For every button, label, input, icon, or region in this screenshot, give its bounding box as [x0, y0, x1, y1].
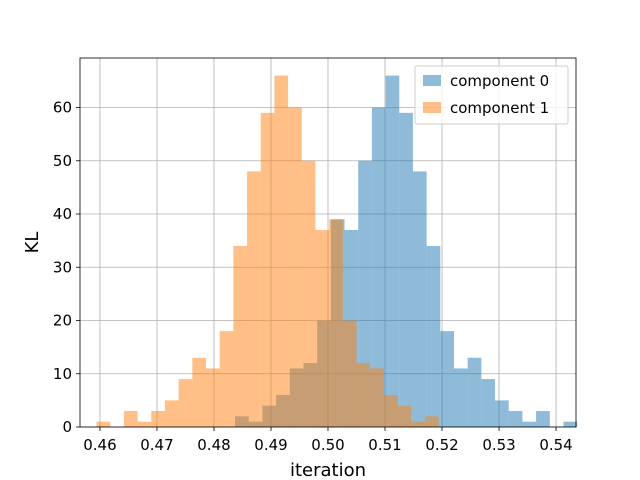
x-tick-label: 0.48 — [197, 436, 230, 454]
histogram-bar-series-1 — [137, 421, 152, 427]
histogram-bar-series-1 — [205, 368, 220, 427]
histogram-bar-series-0 — [412, 171, 427, 427]
legend-label-component-1: component 1 — [450, 99, 549, 117]
x-tick-label: 0.53 — [482, 436, 515, 454]
histogram-bar-series-0 — [385, 75, 400, 428]
histogram-bar-series-0 — [522, 421, 537, 427]
histogram-bar-series-0 — [426, 245, 441, 427]
histogram-bar-series-0 — [358, 160, 372, 427]
histogram-bar-series-1 — [164, 400, 179, 427]
x-axis-ticks: 0.46 0.47 0.48 0.49 0.50 0.51 0.52 0.53 0.54 — [83, 427, 573, 454]
x-axis-label: iteration — [290, 460, 366, 480]
legend-swatch-component-1 — [423, 102, 441, 113]
legend-swatch-component-0 — [423, 75, 441, 86]
histogram-bar-series-0 — [536, 411, 550, 427]
histogram-bar-series-0 — [440, 331, 454, 427]
histogram-bar-series-1 — [315, 229, 330, 427]
x-tick-label: 0.51 — [368, 436, 401, 454]
histogram-bar-series-1 — [123, 411, 138, 427]
y-tick-label: 60 — [53, 99, 72, 117]
x-tick-label: 0.54 — [539, 436, 572, 454]
histogram-bar-series-0 — [453, 368, 468, 427]
histogram-bar-series-1 — [260, 112, 275, 428]
y-tick-label: 40 — [53, 205, 72, 223]
y-tick-label: 30 — [53, 258, 72, 276]
histogram-bar-series-1 — [342, 320, 357, 427]
histogram-bar-series-1 — [370, 368, 384, 427]
histogram-bar-series-1 — [356, 363, 371, 427]
histogram-bar-series-1 — [247, 171, 261, 427]
histogram-bar-series-1 — [383, 395, 398, 427]
histogram-bar-series-1 — [411, 421, 425, 427]
histogram-bar-series-0 — [563, 421, 578, 427]
x-tick-label: 0.47 — [140, 436, 173, 454]
histogram-bar-series-1 — [301, 160, 316, 427]
histogram-bar-series-1 — [274, 75, 289, 428]
histogram-bar-series-1 — [424, 416, 439, 427]
x-tick-label: 0.46 — [83, 436, 116, 454]
histogram-bar-series-0 — [495, 400, 509, 427]
y-tick-label: 0 — [62, 418, 72, 436]
legend: component 0 component 1 — [414, 65, 569, 125]
legend-box — [414, 65, 569, 125]
histogram-bar-series-0 — [399, 112, 413, 428]
histogram-bar-series-1 — [219, 331, 234, 427]
y-tick-label: 10 — [53, 365, 72, 383]
histogram-bar-series-0 — [481, 379, 496, 427]
histogram-bar-series-1 — [288, 107, 302, 428]
histogram-bar-series-1 — [397, 405, 412, 427]
histogram-bar-series-0 — [371, 107, 386, 428]
histogram-bar-series-1 — [233, 245, 248, 427]
x-tick-label: 0.50 — [311, 436, 344, 454]
histogram-bar-series-0 — [467, 357, 482, 427]
histogram-bar-series-1 — [329, 219, 343, 427]
y-axis-label: KL — [22, 232, 43, 254]
x-tick-label: 0.49 — [254, 436, 287, 454]
histogram-bar-series-1 — [151, 411, 165, 427]
histogram-bar-series-0 — [508, 411, 523, 427]
y-tick-label: 50 — [53, 152, 72, 170]
legend-label-component-0: component 0 — [450, 72, 549, 90]
histogram-bars — [96, 75, 578, 428]
y-axis-ticks: 0 10 20 30 40 50 60 — [53, 99, 80, 436]
x-tick-label: 0.52 — [425, 436, 458, 454]
histogram-bar-series-1 — [192, 357, 206, 427]
y-tick-label: 20 — [53, 312, 72, 330]
histogram-bar-series-1 — [96, 421, 111, 427]
histogram-bar-series-1 — [178, 379, 193, 427]
